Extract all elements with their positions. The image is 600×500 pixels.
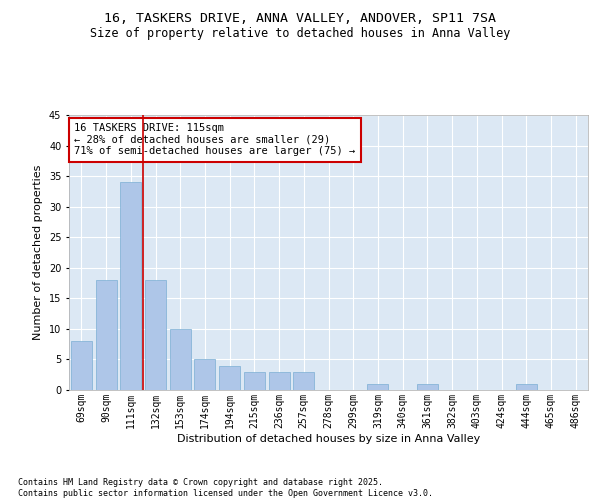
Text: 16 TASKERS DRIVE: 115sqm
← 28% of detached houses are smaller (29)
71% of semi-d: 16 TASKERS DRIVE: 115sqm ← 28% of detach… [74, 123, 355, 156]
X-axis label: Distribution of detached houses by size in Anna Valley: Distribution of detached houses by size … [177, 434, 480, 444]
Bar [417, 384, 438, 390]
Bar [516, 384, 537, 390]
Text: 16, TASKERS DRIVE, ANNA VALLEY, ANDOVER, SP11 7SA: 16, TASKERS DRIVE, ANNA VALLEY, ANDOVER,… [104, 12, 496, 26]
Bar [120, 182, 141, 390]
Bar [170, 329, 191, 390]
Bar [95, 280, 116, 390]
Bar [269, 372, 290, 390]
Bar [244, 372, 265, 390]
Bar [71, 341, 92, 390]
Bar [293, 372, 314, 390]
Bar [194, 360, 215, 390]
Text: Size of property relative to detached houses in Anna Valley: Size of property relative to detached ho… [90, 28, 510, 40]
Bar [367, 384, 388, 390]
Bar [219, 366, 240, 390]
Bar [145, 280, 166, 390]
Y-axis label: Number of detached properties: Number of detached properties [34, 165, 43, 340]
Text: Contains HM Land Registry data © Crown copyright and database right 2025.
Contai: Contains HM Land Registry data © Crown c… [18, 478, 433, 498]
